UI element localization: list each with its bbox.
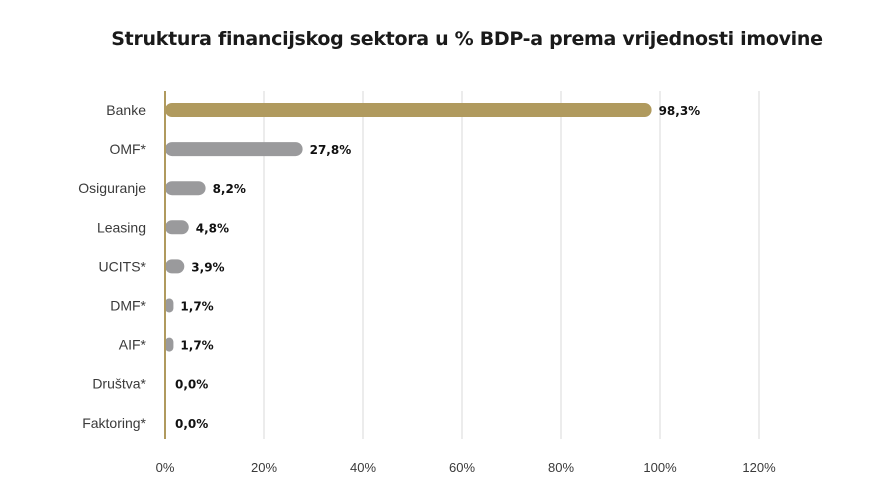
data-label: 98,3% (659, 104, 701, 118)
bar (165, 220, 189, 235)
bars (165, 103, 652, 352)
category-label: Banke (106, 102, 146, 118)
category-label: UCITS* (99, 258, 147, 274)
data-label: 27,8% (310, 143, 352, 157)
category-label: Osiguranje (78, 180, 146, 196)
data-label: 3,9% (191, 260, 224, 274)
gridlines (263, 91, 760, 439)
chart-title: Struktura financijskog sektora u % BDP-a… (111, 28, 823, 50)
x-tick-label: 120% (742, 460, 776, 475)
category-label: Leasing (97, 219, 146, 235)
category-label: AIF* (119, 337, 147, 353)
bar (165, 103, 652, 117)
x-tick-label: 0% (156, 460, 175, 475)
data-label: 4,8% (196, 221, 229, 235)
category-label: OMF* (109, 141, 146, 157)
bar (165, 298, 174, 313)
bar (165, 142, 303, 157)
category-labels: Banke OMF* Osiguranje Leasing UCITS* DMF* AIF*… (78, 102, 146, 431)
value-labels: 98,3% 27,8% 8,2% 4,8% 3,9% 1,7% 1,7% 0,0% 0,0% (175, 104, 700, 431)
x-tick-label: 60% (449, 460, 475, 475)
x-tick-label: 100% (643, 460, 677, 475)
x-tick-label: 20% (251, 460, 277, 475)
bar (165, 181, 206, 196)
x-tick-labels: 0% 20% 40% 60% 80% 100% 120% (156, 460, 776, 475)
data-label: 8,2% (213, 182, 246, 196)
data-label: 1,7% (180, 300, 213, 314)
data-label: 0,0% (175, 378, 208, 392)
bar (165, 337, 174, 352)
category-label: Društva* (92, 376, 146, 392)
bar (165, 259, 185, 274)
category-label: Faktoring* (82, 415, 146, 431)
data-label: 1,7% (180, 339, 213, 353)
x-tick-label: 80% (548, 460, 574, 475)
data-label: 0,0% (175, 417, 208, 431)
category-label: DMF* (110, 298, 146, 314)
x-tick-label: 40% (350, 460, 376, 475)
